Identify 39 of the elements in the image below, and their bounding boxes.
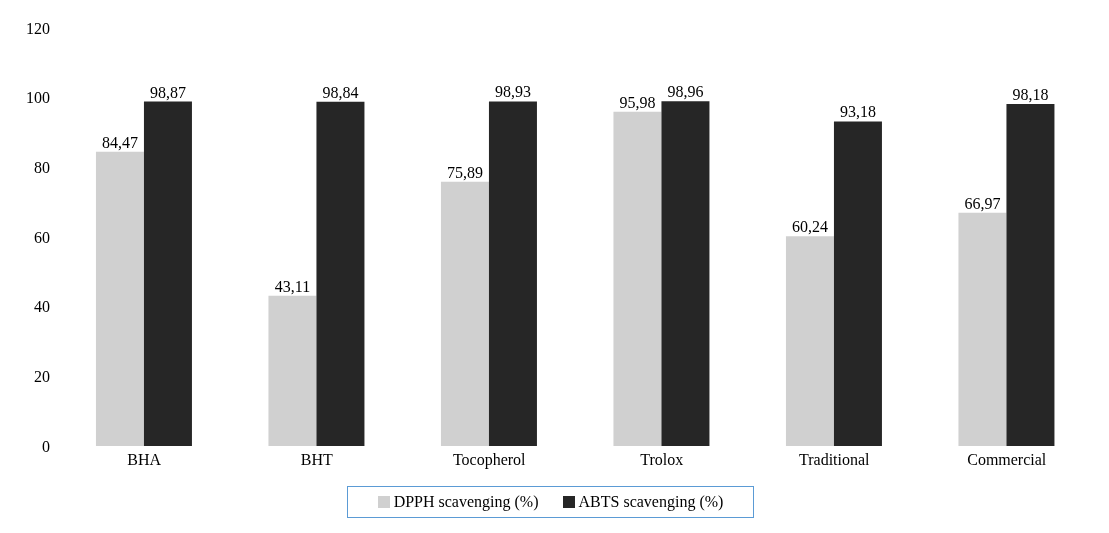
data-label: 66,97 [964,194,1001,212]
bar [833,121,882,446]
x-tick-label: BHA [127,451,162,469]
legend-label: ABTS scavenging (%) [577,493,724,511]
data-label: 98,18 [1012,86,1049,104]
bar [268,295,317,446]
y-tick-label: 40 [34,298,50,316]
x-tick-label: Trolox [640,451,684,469]
x-tick-label: BHT [300,451,333,469]
x-tick-label: Commercial [967,451,1047,469]
data-label: 60,24 [791,218,828,236]
bar [1006,104,1055,446]
data-label: 84,47 [101,133,138,151]
bar [785,236,834,446]
data-label: 98,96 [667,83,704,101]
x-tick-label: Tocopherol [452,451,527,470]
legend-label: DPPH scavenging (%) [392,493,539,511]
bar [661,101,710,446]
y-tick-label: 120 [26,19,50,37]
y-tick-label: 80 [34,159,50,177]
bar [95,151,144,446]
x-tick-label: Traditional [798,451,871,469]
y-tick-label: 60 [34,228,50,246]
y-tick-label: 100 [26,89,50,107]
data-label: 98,93 [494,83,531,101]
bar [958,212,1007,446]
data-label: 95,98 [619,93,656,111]
data-label: 93,18 [839,103,876,121]
bar [316,101,365,446]
bar [143,101,192,446]
bar [613,111,662,446]
data-label: 43,11 [274,277,311,295]
data-label: 98,87 [149,83,186,101]
y-tick-label: 20 [34,368,50,386]
data-label: 75,89 [446,163,483,181]
bar [488,101,537,446]
y-tick-label: 0 [42,437,50,455]
data-label: 98,84 [322,83,359,101]
bar [440,181,489,446]
